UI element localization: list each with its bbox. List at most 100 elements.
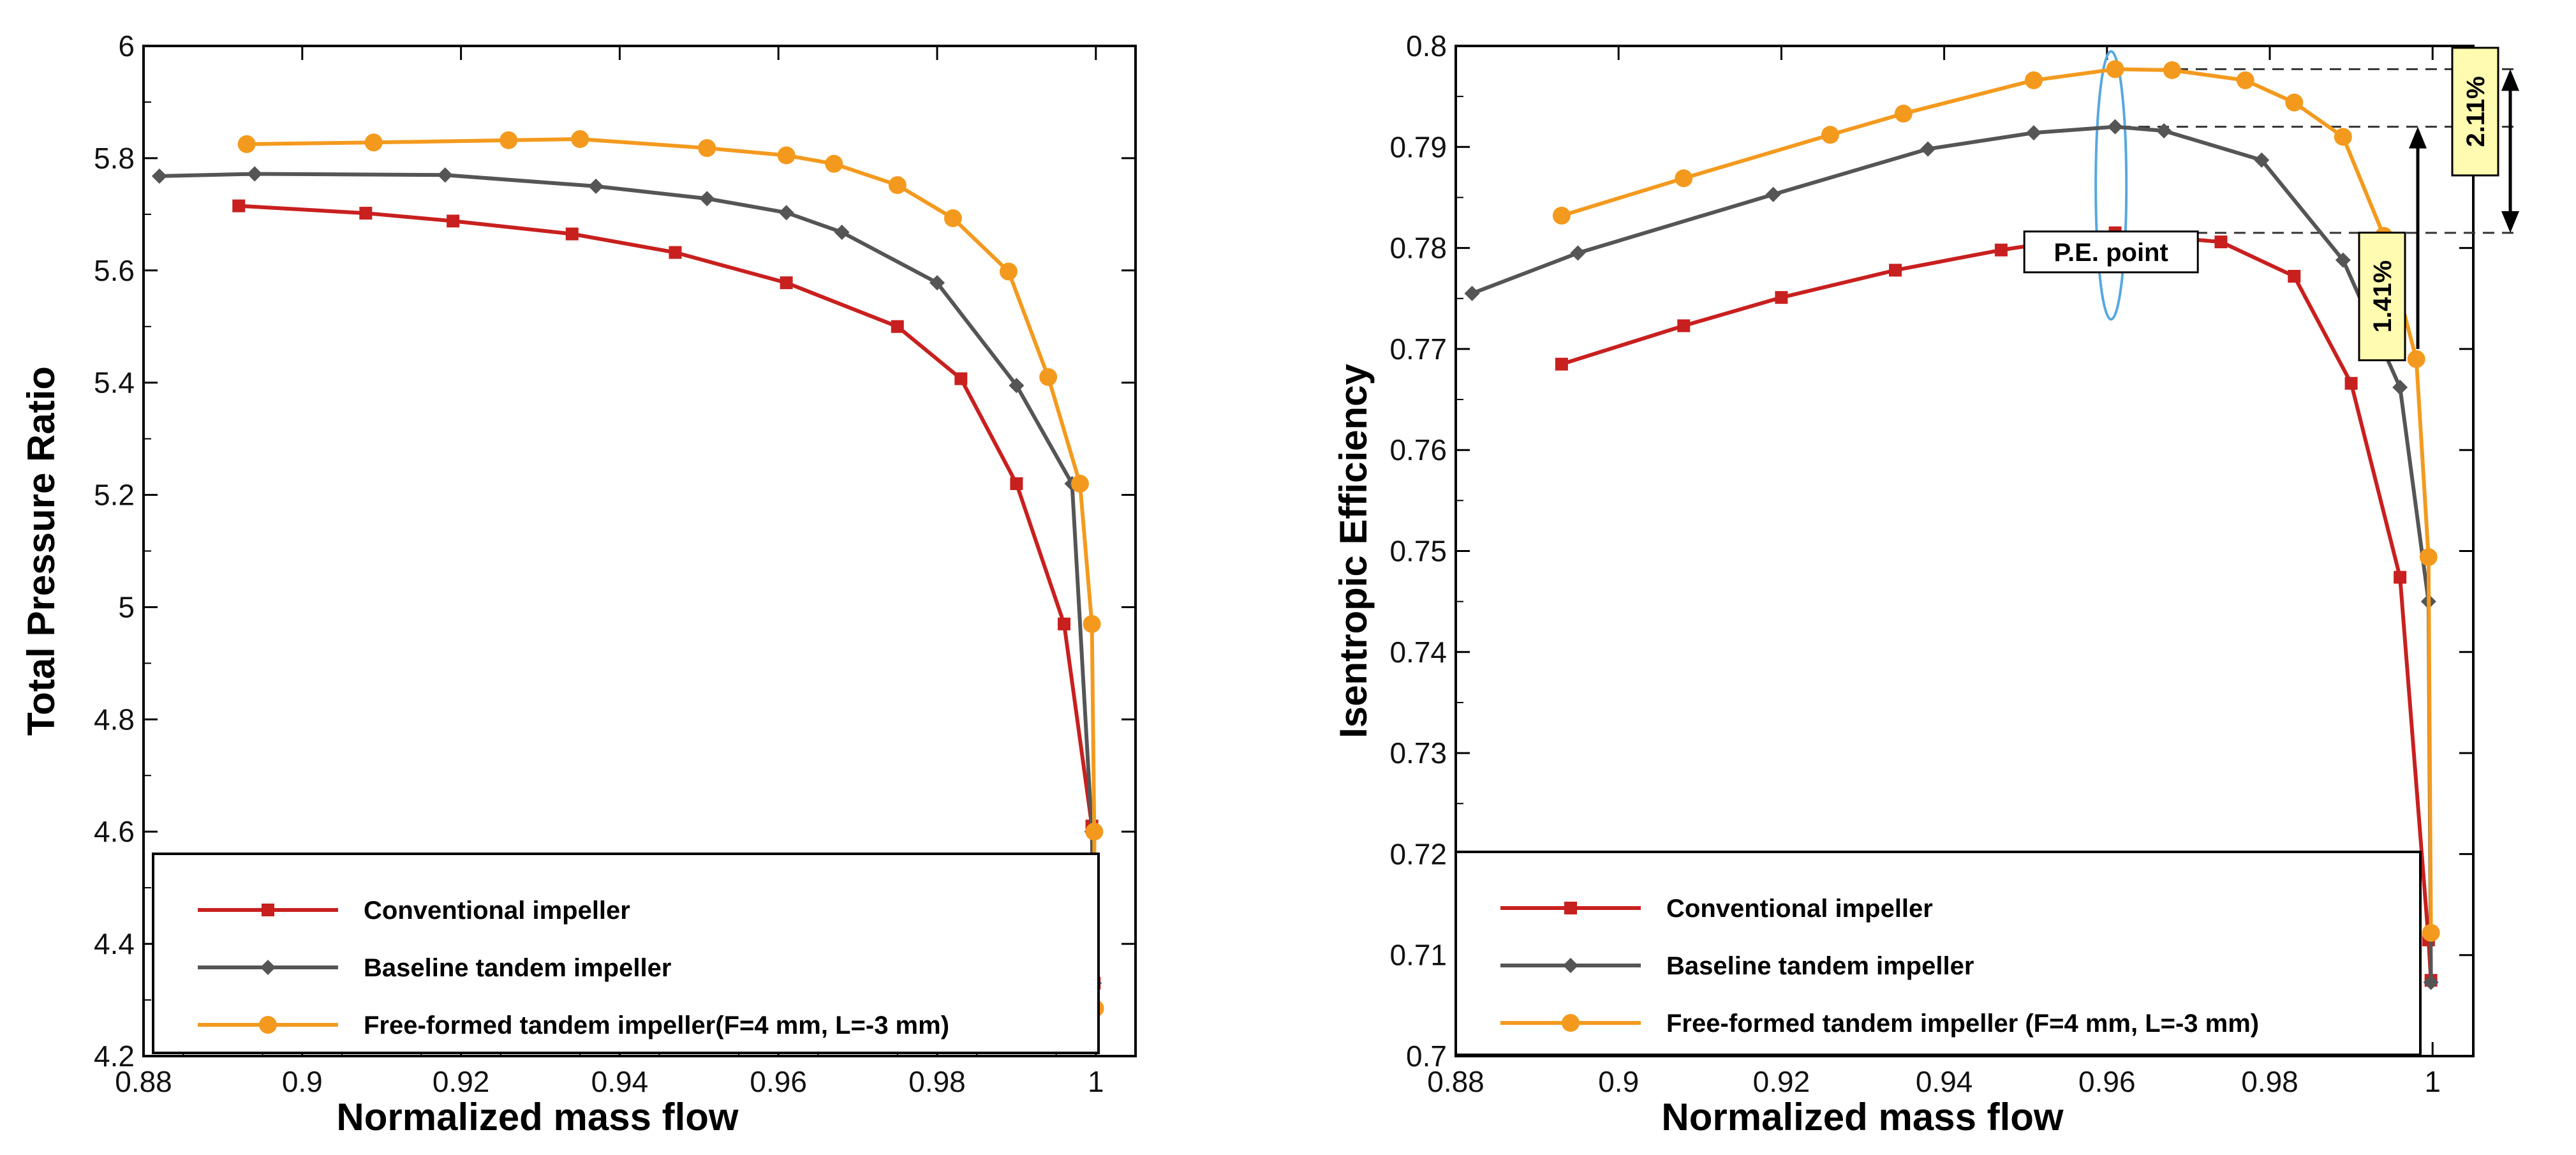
eff-series-point [2394,570,2407,584]
tpr-series-line [159,172,1097,983]
eff-y-tick-label: 0.8 [1406,29,1447,63]
eff-series-point [1889,264,1902,277]
tpr-series-point [437,167,453,183]
eff-series-point [1464,285,1480,301]
tpr-y-tick-label: 5.6 [94,254,135,287]
eff-series-point [2288,269,2301,283]
eff-x-tick-label: 1 [2424,1065,2441,1098]
tpr-legend-swatch-marker [259,1016,277,1034]
eff-x-tick-label: 0.92 [1753,1065,1810,1098]
eff-series-point [1555,357,1568,371]
delta-2-11-label-box [2451,47,2499,177]
eff-series-point [2106,60,2124,78]
eff-legend-swatch-marker [1562,1014,1580,1032]
tpr-y-tick-label: 6 [118,29,135,63]
tpr-series-point [699,191,715,207]
tpr-y-tick-label: 5.4 [94,366,135,399]
eff-series-line [1561,67,2433,933]
tpr-legend-label: Baseline tandem impeller [364,954,671,982]
tpr-series-point [1058,617,1071,630]
tpr-legend-swatch-marker [260,960,276,975]
eff-x-tick-label: 0.98 [2241,1065,2298,1098]
eff-series-point [2107,119,2123,135]
tpr-series-point [888,176,907,195]
tpr-series-point [834,224,850,240]
eff-x-axis-title: Normalized mass flow [1661,1096,2064,1138]
eff-legend-swatch-marker [1564,902,1577,914]
tpr-series-point [999,262,1018,281]
eff-series-point [1570,245,1586,261]
eff-y-tick-label: 0.72 [1389,837,1447,870]
tpr-series-point [565,227,579,241]
delta-2-11-arrow-head-bottom [2501,211,2519,233]
tpr-legend-swatch-marker [262,904,274,916]
eff-series-point [1552,206,1571,225]
tpr-series-point [669,246,682,259]
tpr-y-tick-label: 4.2 [94,1040,135,1073]
tpr-y-tick-label: 5.2 [94,479,135,512]
tpr-x-tick-label: 0.94 [591,1065,649,1098]
eff-series-point [2423,974,2439,990]
eff-series-2 [1464,119,2439,990]
eff-x-tick-label: 0.96 [2078,1065,2136,1098]
eff-series-point [2285,93,2304,112]
tpr-legend-label: Free-formed tandem impeller(F=4 mm, L=-3… [364,1011,949,1040]
tpr-series-point [237,135,256,153]
tpr-series-point [364,133,383,152]
eff-series-point [1994,243,2008,257]
tpr-y-tick-label: 5.8 [94,142,135,175]
tpr-series-point [1009,378,1025,394]
eff-series-point [1765,186,1781,202]
eff-chart: 0.88 0.9 0.92 0.94 0.96 0.98 1 0.7 0.71 0.72 0.73 0… [1332,29,2520,1138]
eff-series-point [2024,71,2043,89]
pe-point-label: P.E. point [2054,239,2168,267]
tpr-series-point [780,276,793,290]
eff-legend-label: Free-formed tandem impeller (F=4 mm, L=-… [1666,1010,2259,1038]
eff-y-tick-label: 0.75 [1389,535,1447,568]
eff-series-point [1920,141,1936,157]
eff-series-point [2344,376,2358,390]
pe-point-label-box [2023,230,2199,274]
eff-x-tick-label: 0.88 [1427,1065,1484,1098]
eff-series-point [2214,235,2228,249]
eff-y-tick-label: 0.77 [1389,332,1447,366]
tpr-x-tick-label: 0.96 [750,1065,807,1098]
delta-1-41-label: 1.41% [2369,260,2397,332]
tpr-series-point [1039,368,1058,386]
eff-series-point [2163,61,2181,79]
eff-y-tick-label: 0.7 [1406,1040,1447,1073]
tpr-series-point [151,168,167,184]
eff-series-point [2025,125,2041,141]
tpr-chart: 0.88 0.9 0.92 0.94 0.96 0.98 1 4.2 4.4 4.6 4.8 5 5.2… [20,29,1137,1138]
delta-2-11-arrow-head-top [2501,69,2519,91]
eff-y-tick-label: 0.78 [1389,232,1447,265]
tpr-series-point [232,199,246,212]
tpr-x-tick-label: 0.88 [115,1065,172,1098]
tpr-legend-box [152,853,1100,1054]
tpr-series-point [891,320,904,333]
eff-series-point [2334,128,2352,146]
tpr-legend-label: Conventional impeller [364,897,630,925]
tpr-series-point [359,207,373,220]
tpr-series-point [1010,477,1023,490]
tpr-series-point [698,139,716,158]
eff-y-tick-label: 0.79 [1389,130,1447,163]
tpr-series-point [588,178,604,194]
eff-y-tick-label: 0.76 [1389,433,1447,466]
tpr-series-point [778,205,794,221]
eff-series-point [2254,152,2270,168]
tpr-series-point [571,130,589,148]
tpr-series-point [777,146,796,165]
tpr-series-point [825,154,843,173]
eff-legend-swatch-marker [1563,958,1578,973]
eff-series-point [2422,923,2440,942]
tpr-y-axis-title: Total Pressure Ratio [20,366,63,736]
eff-series-point [1677,319,1691,332]
eff-y-tick-label: 0.74 [1389,636,1447,669]
eff-series-point [2419,548,2438,566]
tpr-x-tick-label: 0.9 [282,1065,323,1098]
tpr-series-point [247,166,263,182]
eff-series-line [1471,124,2433,983]
